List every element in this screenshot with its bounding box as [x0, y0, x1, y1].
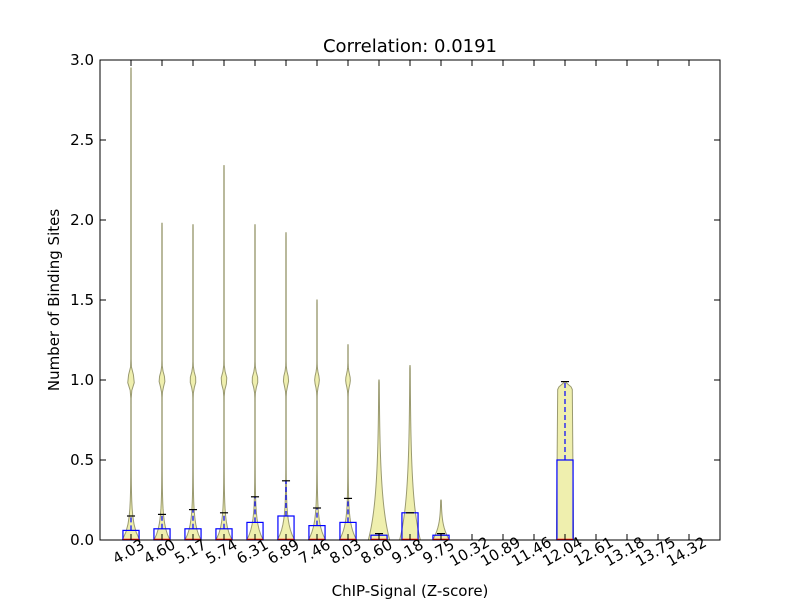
violin-body	[307, 299, 327, 541]
x-axis-label: ChIP-Signal (Z-score)	[332, 582, 489, 600]
violin-body	[555, 381, 575, 541]
y-tick-label: 3.0	[70, 51, 94, 69]
violin-8.03	[338, 344, 358, 541]
violin-body	[215, 165, 233, 541]
violin-6.89	[276, 232, 296, 541]
violin-body	[338, 344, 358, 541]
violin-body	[276, 232, 296, 541]
y-tick-label: 1.0	[70, 371, 94, 389]
violin-8.60	[367, 379, 391, 541]
violin-4.03	[121, 67, 141, 541]
violin-4.60	[153, 222, 171, 541]
violin-12.04	[555, 381, 575, 541]
violins-group	[121, 67, 575, 541]
violin-9.18	[398, 365, 422, 541]
violin-body	[398, 365, 422, 541]
violin-7.46	[307, 299, 327, 541]
chart-title: Correlation: 0.0191	[323, 36, 497, 57]
y-tick-label: 0.5	[70, 451, 94, 469]
violin-body	[245, 224, 265, 541]
violin-body	[367, 379, 391, 541]
y-axis-label: Number of Binding Sites	[45, 209, 63, 391]
y-tick-label: 1.5	[70, 291, 94, 309]
violin-body	[184, 224, 202, 541]
violin-6.31	[245, 224, 265, 541]
y-tick-label: 0.0	[70, 531, 94, 549]
y-axis-ticks: 0.0 0.5 1.0 1.5 2.0 2.5 3.0	[70, 51, 720, 549]
violin-5.74	[215, 165, 233, 541]
violin-5.17	[184, 224, 202, 541]
violin-body	[121, 67, 141, 541]
y-tick-label: 2.0	[70, 211, 94, 229]
violin-body	[432, 499, 450, 541]
violin-body	[153, 222, 171, 541]
y-tick-label: 2.5	[70, 131, 94, 149]
plot-frame	[99, 59, 721, 541]
